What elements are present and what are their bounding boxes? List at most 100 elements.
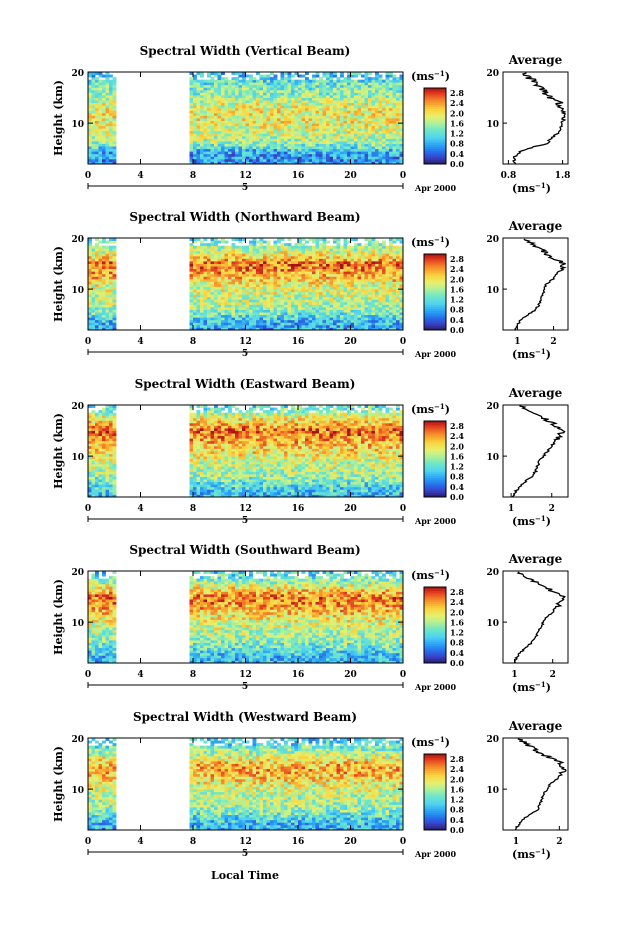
- heatmap-cell: [217, 240, 222, 244]
- heatmap-cell: [284, 312, 288, 316]
- heatmap-cell: [389, 107, 393, 111]
- heatmap-cell: [245, 92, 250, 96]
- heatmap-cell: [242, 304, 246, 308]
- heatmap-cell: [207, 148, 211, 152]
- heatmap-cell: [238, 84, 243, 88]
- heatmap-cell: [105, 138, 110, 142]
- heatmap-cell: [305, 248, 309, 252]
- heatmap-cell: [322, 271, 327, 275]
- heatmap-cell: [315, 304, 320, 308]
- heatmap-cell: [333, 151, 337, 155]
- heatmap-cell: [112, 110, 117, 114]
- heatmap-cell: [200, 322, 204, 326]
- heatmap-cell: [326, 281, 330, 285]
- heatmap-cell: [238, 245, 243, 249]
- heatmap-cell: [263, 296, 267, 300]
- heatmap-cell: [368, 120, 372, 124]
- heatmap-cell: [203, 309, 208, 313]
- heatmap-cell: [266, 263, 271, 267]
- heatmap-cell: [291, 100, 295, 104]
- heatmap-cell: [207, 153, 211, 157]
- heatmap-cell: [333, 146, 337, 150]
- heatmap-cell: [263, 314, 267, 318]
- heatmap-cell: [238, 82, 243, 86]
- heatmap-cell: [389, 240, 393, 244]
- heatmap-cell: [368, 294, 372, 298]
- heatmap-cell: [200, 258, 204, 262]
- heatmap-cell: [305, 77, 309, 81]
- heatmap-cell: [364, 245, 369, 249]
- heatmap-cell: [109, 125, 113, 129]
- heatmap-cell: [322, 133, 327, 137]
- heatmap-cell: [287, 123, 292, 127]
- heatmap-cell: [350, 112, 355, 116]
- heatmap-cell: [382, 82, 386, 86]
- heatmap-cell: [193, 156, 197, 160]
- heatmap-cell: [315, 317, 320, 321]
- heatmap-cell: [294, 276, 299, 280]
- heatmap-cell: [193, 255, 197, 259]
- heatmap-cell: [217, 102, 222, 106]
- colorbar-segment: [424, 316, 446, 319]
- heatmap-cell: [357, 245, 362, 249]
- heatmap-cell: [102, 100, 106, 104]
- heatmap-cell: [354, 281, 358, 285]
- heatmap-cell: [336, 301, 341, 305]
- heatmap-cell: [189, 238, 194, 241]
- heatmap-cell: [375, 112, 379, 116]
- heatmap-cell: [319, 128, 323, 132]
- heatmap-cell: [256, 107, 260, 111]
- heatmap-cell: [242, 72, 246, 75]
- heatmap-cell: [252, 143, 257, 147]
- heatmap-cell: [224, 258, 229, 262]
- heatmap-cell: [350, 158, 355, 162]
- heatmap-cell: [298, 309, 302, 313]
- heatmap-cell: [354, 82, 358, 86]
- heatmap-cell: [396, 327, 400, 331]
- heatmap-cell: [189, 146, 194, 150]
- heatmap-cell: [336, 296, 341, 300]
- heatmap-cell: [396, 125, 400, 129]
- heatmap-cell: [231, 314, 236, 318]
- heatmap-cell: [88, 97, 92, 101]
- heatmap-cell: [273, 148, 278, 152]
- heatmap-cell: [308, 89, 313, 93]
- heatmap-cell: [371, 281, 376, 285]
- heatmap-cell: [249, 273, 253, 277]
- heatmap-cell: [315, 146, 320, 150]
- heatmap-cell: [189, 87, 194, 91]
- heatmap-cell: [361, 112, 365, 116]
- heatmap-cell: [193, 115, 197, 119]
- heatmap-cell: [343, 322, 348, 326]
- heatmap-cell: [291, 107, 295, 111]
- heatmap-cell: [298, 314, 302, 318]
- heatmap-cell: [277, 327, 281, 331]
- heatmap-cell: [298, 141, 302, 144]
- heatmap-cell: [371, 327, 376, 331]
- heatmap-cell: [235, 107, 239, 111]
- heatmap-cell: [235, 92, 239, 96]
- heatmap-cell: [340, 89, 344, 93]
- heatmap-cell: [256, 123, 260, 127]
- heatmap-cell: [392, 271, 397, 275]
- heatmap-cell: [326, 319, 330, 323]
- heatmap-cell: [189, 79, 194, 83]
- heatmap-cell: [357, 112, 362, 116]
- heatmap-cell: [109, 301, 113, 305]
- heatmap-cell: [329, 253, 334, 257]
- heatmap-cell: [343, 307, 348, 310]
- heatmap-cell: [273, 82, 278, 86]
- heatmap-cell: [214, 72, 218, 75]
- heatmap-cell: [193, 112, 197, 116]
- heatmap-cell: [326, 138, 330, 142]
- heatmap-cell: [392, 128, 397, 132]
- heatmap-cell: [277, 258, 281, 262]
- heatmap-cell: [301, 322, 306, 326]
- heatmap-cell: [203, 312, 208, 316]
- heatmap-cell: [210, 146, 215, 150]
- heatmap-cell: [105, 105, 110, 109]
- heatmap-cell: [389, 327, 393, 331]
- heatmap-cell: [361, 284, 365, 287]
- heatmap-cell: [214, 271, 218, 275]
